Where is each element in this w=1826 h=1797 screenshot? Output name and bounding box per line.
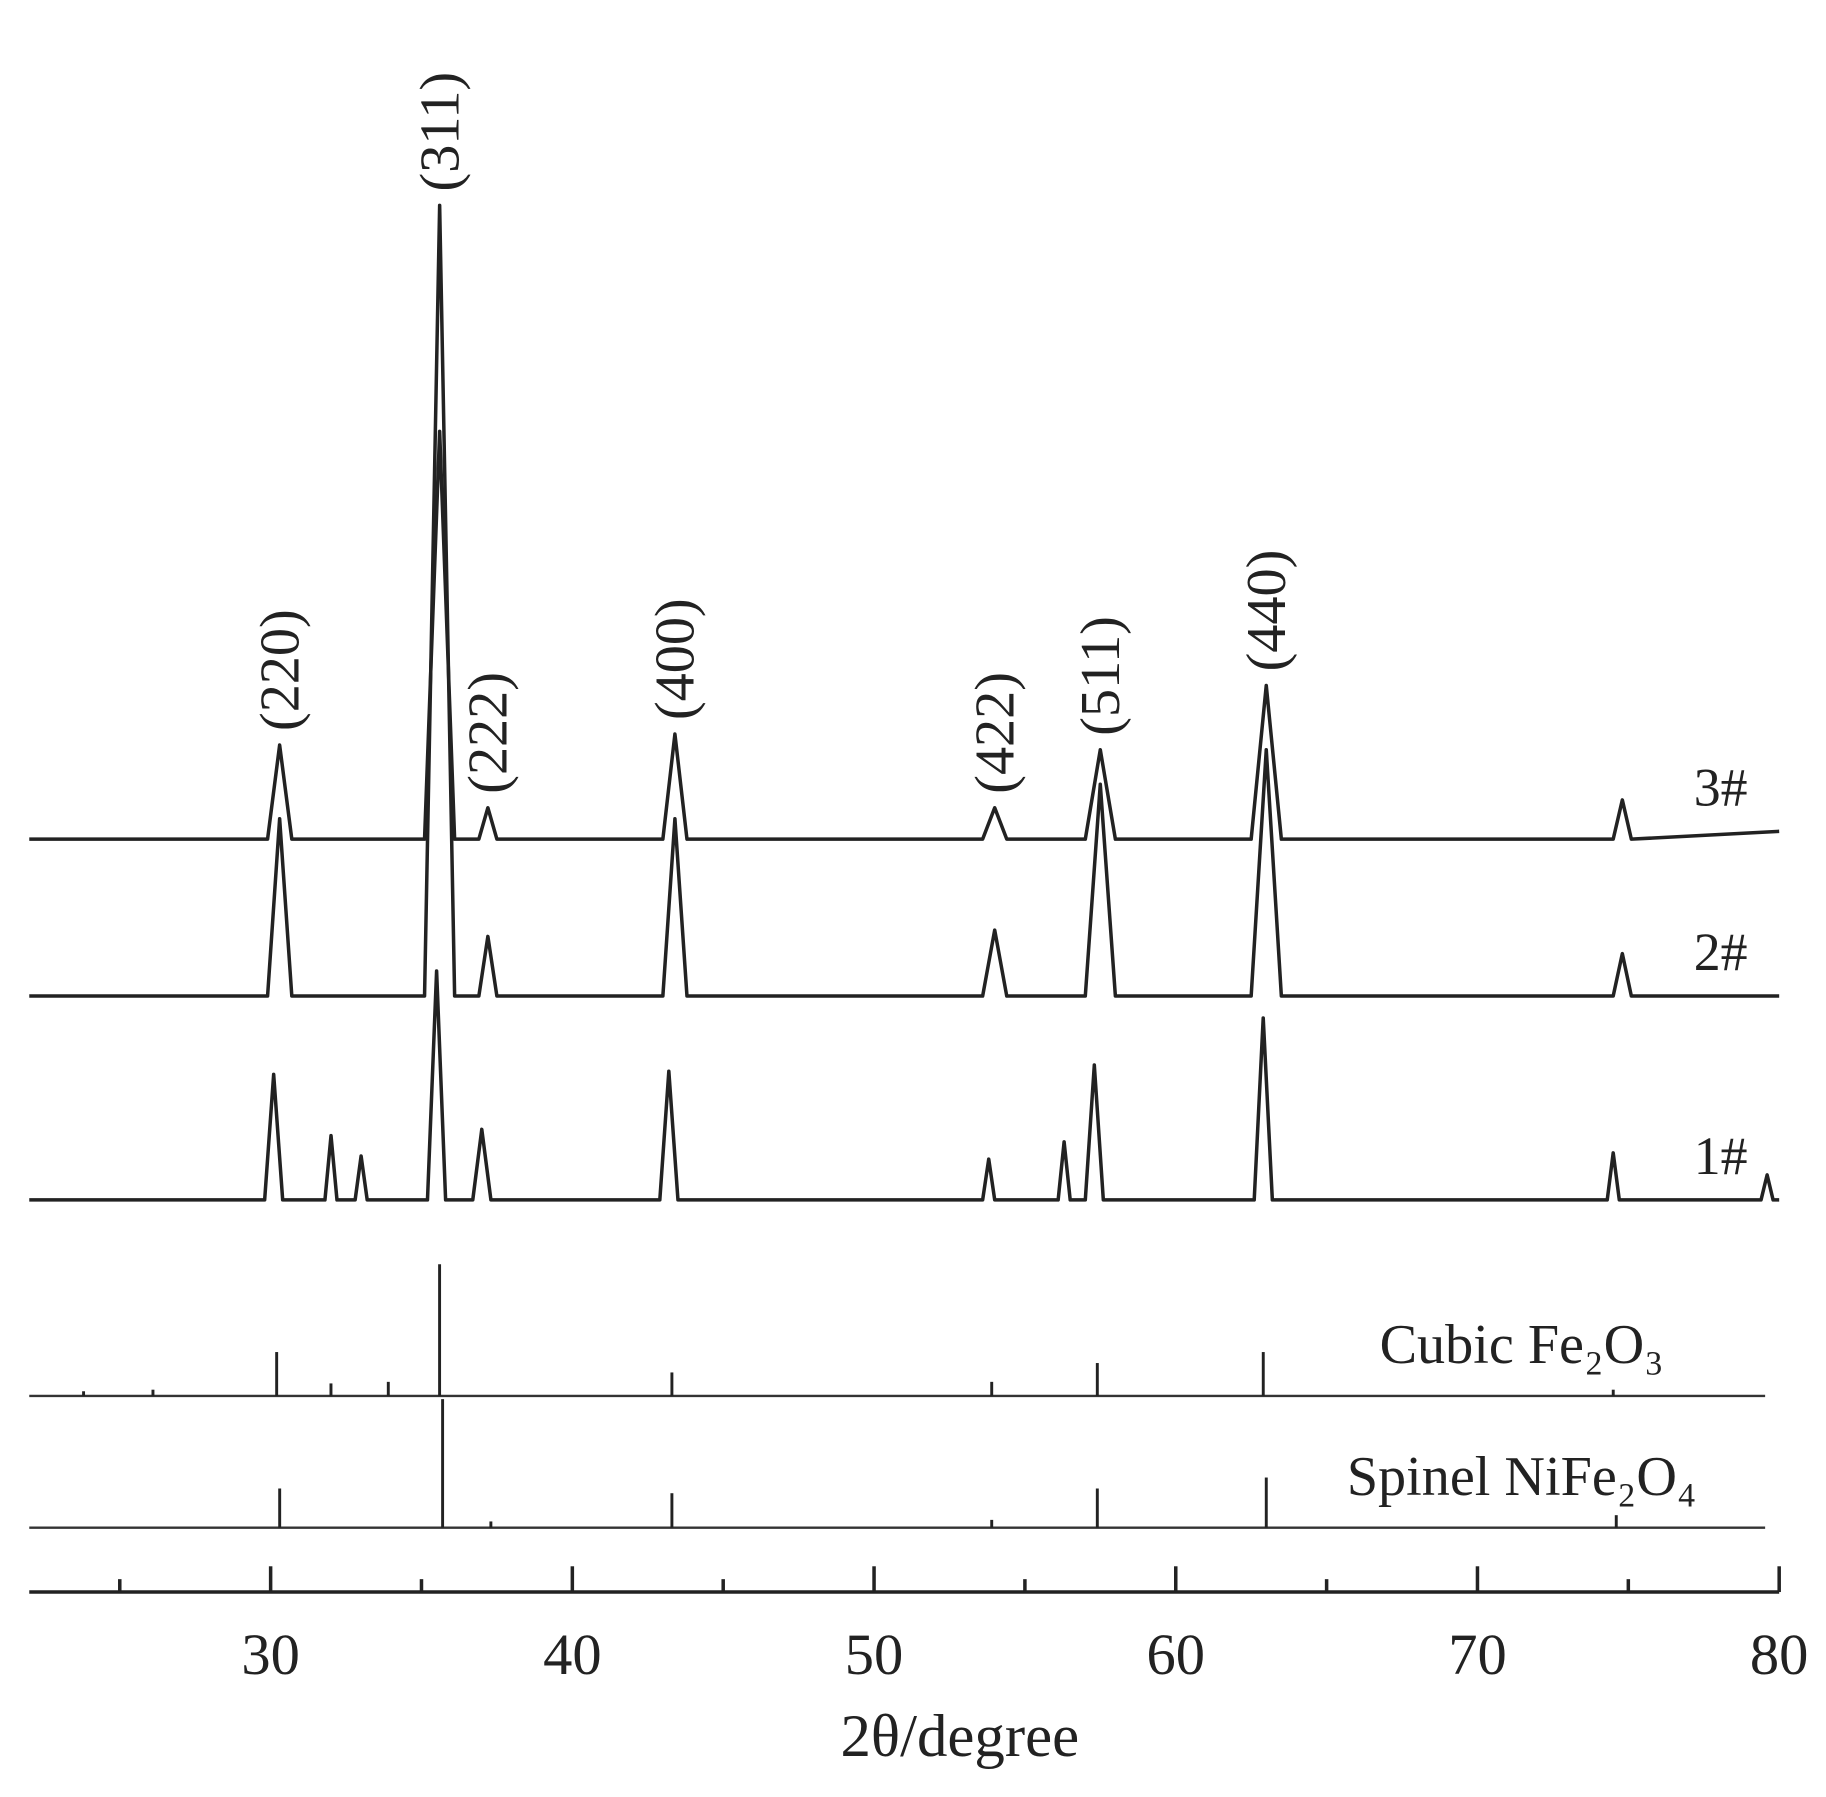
x-tick-label: 30 <box>241 1622 300 1687</box>
series-label: 2# <box>1694 922 1748 982</box>
x-tick-label: 60 <box>1147 1622 1206 1687</box>
series-label: 1# <box>1694 1126 1748 1186</box>
reference-label: Spinel NiFe₂O₄ <box>1347 1446 1697 1508</box>
peak-annotation: (422) <box>964 672 1026 794</box>
peak-annotation: (440) <box>1236 550 1298 672</box>
x-tick-label: 50 <box>845 1622 904 1687</box>
x-tick-label: 70 <box>1448 1622 1507 1687</box>
peak-annotation: (222) <box>458 672 520 794</box>
peak-annotation: (511) <box>1070 616 1132 736</box>
series-label: 3# <box>1694 758 1748 818</box>
series-line <box>29 429 1780 841</box>
peak-annotation: (220) <box>249 609 311 731</box>
x-tick-label: 40 <box>543 1622 602 1687</box>
peak-annotation: (400) <box>645 598 707 720</box>
peak-annotation: (311) <box>409 72 471 192</box>
series-line <box>29 203 1780 998</box>
x-tick-label: 80 <box>1750 1622 1809 1687</box>
x-axis-label: 2θ/degree <box>840 1703 1079 1770</box>
reference-label: Cubic Fe₂O₃ <box>1380 1314 1664 1376</box>
series-line <box>29 969 1780 1202</box>
